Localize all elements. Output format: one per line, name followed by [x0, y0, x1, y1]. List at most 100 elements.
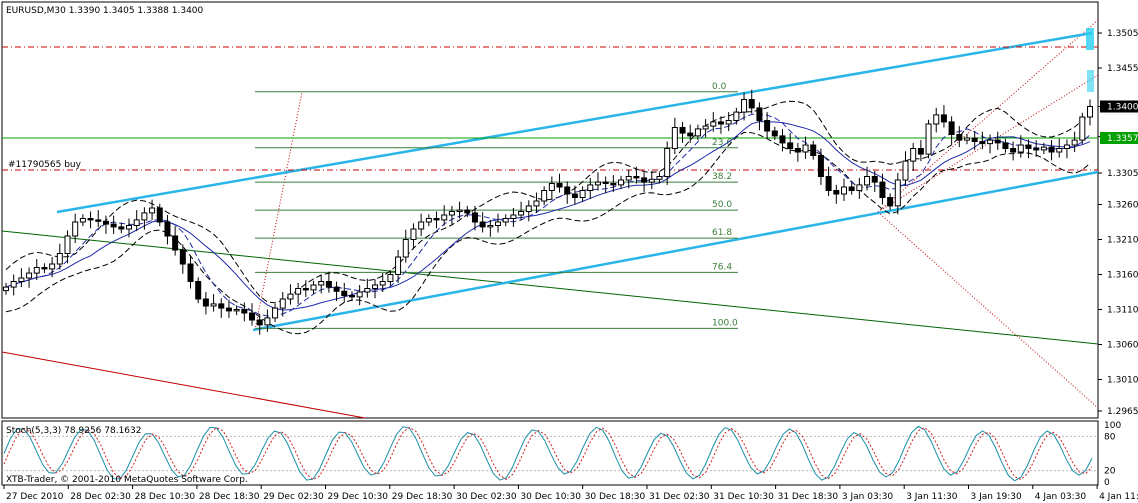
time-tick-label: 28 Dec 10:30	[135, 492, 196, 502]
bull-candle	[402, 239, 409, 258]
time-tick-label: 27 Dec 2010	[6, 492, 64, 502]
bull-candle	[395, 256, 402, 275]
bull-candle	[448, 211, 455, 216]
bull-candle	[310, 284, 317, 291]
bull-candle	[364, 288, 371, 293]
bull-candle	[1056, 148, 1063, 153]
bull-candle	[1071, 139, 1078, 146]
bear-candle	[917, 148, 924, 155]
bear-candle	[610, 183, 617, 186]
bear-candle	[471, 212, 478, 223]
fib-level-label: 0.0	[712, 82, 727, 92]
fibonacci-retracement: 0.0 23.6 38.2 50.0 61.8 76.4 100.0	[255, 82, 738, 329]
bear-candle	[994, 139, 1001, 144]
bear-candle	[779, 135, 786, 144]
bear-candle	[564, 186, 571, 195]
symbol-info: EURUSD,M30 1.3390 1.3405 1.3388 1.3400	[6, 6, 204, 16]
bear-candle	[195, 281, 202, 300]
time-tick-label: 31 Dec 10:30	[713, 492, 774, 502]
bear-candle	[225, 307, 232, 312]
bull-candle	[510, 214, 517, 219]
current-price-box	[1100, 100, 1138, 113]
bull-candle	[418, 221, 425, 230]
price-tick-label: 1.3305	[1107, 169, 1138, 179]
fib-level-label: 38.2	[712, 172, 732, 182]
bull-candle	[856, 184, 863, 191]
bear-candle	[202, 298, 209, 307]
bear-candle	[641, 177, 648, 183]
bear-candle	[602, 181, 609, 185]
moving-averages	[5, 113, 1091, 317]
order-label: #11790565 buy	[8, 160, 82, 170]
bull-candle	[840, 186, 847, 195]
bear-candle	[1048, 146, 1055, 153]
copyright-text: XTB-Trader, © 2001-2010 MetaQuotes Softw…	[6, 475, 248, 485]
bear-candle	[87, 218, 94, 221]
ma-slow-line	[5, 120, 1091, 311]
bull-candle	[587, 184, 594, 191]
cyan-marker-mid	[1087, 70, 1094, 92]
upper-channel-line	[56, 31, 1093, 214]
bear-candle	[764, 120, 771, 132]
bull-candle	[671, 127, 678, 149]
bear-candle	[118, 226, 125, 230]
time-tick-label: 30 Dec 18:30	[585, 492, 646, 502]
bull-candle	[3, 286, 9, 292]
bear-candle	[41, 267, 48, 270]
order-price-box	[1100, 132, 1138, 144]
bull-candle	[518, 211, 525, 216]
bull-candle	[1017, 144, 1024, 153]
fib-level-label: 100.0	[712, 318, 738, 328]
bull-candle	[987, 139, 994, 145]
bear-candle	[1002, 142, 1009, 149]
bull-candle	[372, 284, 379, 289]
bull-candle	[272, 307, 279, 319]
price-tick-label: 1.3010	[1107, 376, 1138, 386]
cyan-marker-top	[1086, 28, 1094, 50]
fib-level-label: 23.6	[712, 138, 732, 148]
main-plot-frame	[1, 1, 1099, 419]
bear-candle	[956, 134, 963, 141]
time-tick-label: 31 Dec 02:30	[649, 492, 710, 502]
bear-candle	[164, 221, 171, 237]
time-tick-label: 31 Dec 18:30	[778, 492, 839, 502]
bear-candle	[971, 137, 978, 142]
bull-candle	[18, 277, 25, 282]
bull-candle	[72, 221, 79, 237]
bull-candle	[10, 281, 17, 288]
lower-channel-line	[252, 170, 1099, 332]
price-tick-label: 1.3210	[1107, 236, 1138, 246]
bear-candle	[871, 176, 878, 183]
stoch-main-line	[3, 425, 1093, 482]
bull-candle	[864, 176, 871, 186]
bull-candle	[79, 218, 86, 223]
bull-candle	[594, 181, 601, 186]
price-tick-label: 1.3110	[1107, 306, 1138, 316]
bear-candle	[848, 186, 855, 191]
bull-candle	[295, 288, 302, 295]
bull-candle	[64, 235, 71, 254]
bear-candle	[717, 121, 724, 125]
lower-band-line	[5, 131, 1091, 335]
fib-level-label: 76.4	[712, 262, 732, 272]
bull-candle	[525, 205, 532, 212]
bull-candle	[141, 212, 148, 221]
bull-candle	[1063, 144, 1070, 149]
bear-candle	[1025, 144, 1032, 149]
bear-candle	[179, 249, 186, 265]
fib-level-label: 61.8	[712, 228, 732, 238]
stochastic-label: Stoch(5,3,3) 78.9256 78.1632	[6, 426, 141, 436]
bull-candle	[233, 309, 240, 312]
bear-candle	[348, 295, 355, 298]
bull-candle	[495, 221, 502, 226]
time-tick-label: 30 Dec 02:30	[456, 492, 517, 502]
bull-candle	[910, 148, 917, 162]
bear-candle	[556, 183, 563, 188]
price-tick-label: 1.2965	[1107, 407, 1138, 417]
bear-candle	[241, 309, 248, 314]
bull-candle	[694, 128, 701, 137]
bull-candle	[710, 121, 717, 127]
